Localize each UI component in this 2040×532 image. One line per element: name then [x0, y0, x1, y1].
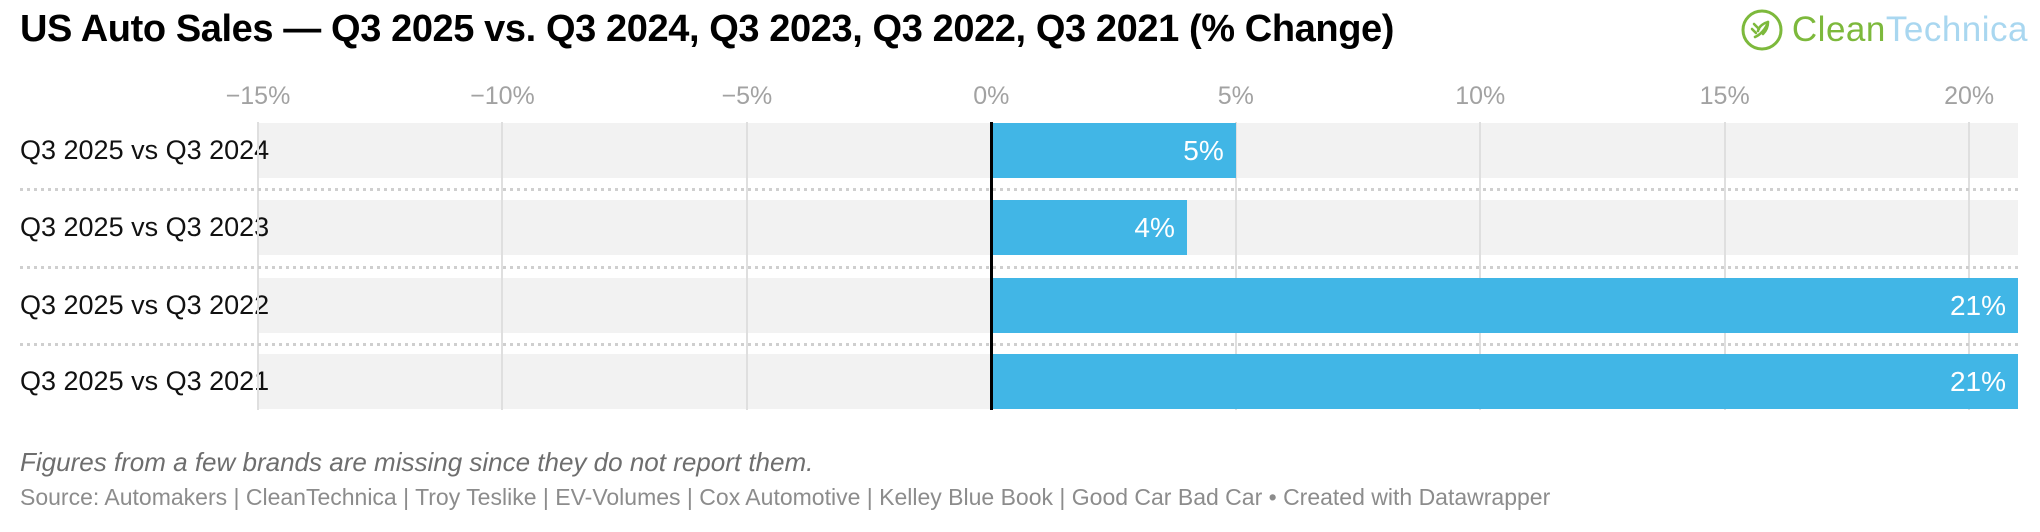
- bar-value-label: 21%: [1949, 289, 2006, 321]
- bar-value-label: 5%: [1183, 134, 1224, 166]
- chart-title: US Auto Sales — Q3 2025 vs. Q3 2024, Q3 …: [20, 8, 1394, 50]
- x-axis-tick-label: 0%: [973, 82, 1010, 110]
- row-label: Q3 2025 vs Q3 2022: [20, 290, 270, 320]
- cleantechnica-leaf-circle-icon: [1740, 8, 1784, 52]
- bar[interactable]: [991, 200, 1187, 255]
- x-axis-tick-label: 5%: [1217, 82, 1254, 110]
- x-axis-tick-label: −5%: [721, 82, 773, 110]
- row-separator: [20, 265, 2018, 269]
- bar[interactable]: [991, 354, 2018, 409]
- x-axis-tick-label: −10%: [470, 82, 535, 110]
- zero-baseline: [989, 122, 993, 410]
- x-axis-tick-label: −15%: [225, 82, 291, 110]
- bar[interactable]: [991, 123, 1236, 178]
- x-axis: −15% −10% −5% 0% 5% 10% 15% 20%: [0, 82, 2040, 114]
- x-axis-tick-label: 20%: [1944, 82, 1995, 110]
- row-separator: [20, 342, 2018, 346]
- row-label: Q3 2025 vs Q3 2023: [20, 212, 270, 242]
- plot-area: Q3 2025 vs Q3 2024 Q3 2025 vs Q3 2023 Q3 2…: [0, 122, 2040, 410]
- cleantechnica-logo: CleanTechnica: [1740, 8, 2028, 52]
- logo-text-clean: Clean: [1791, 10, 1886, 49]
- bar-value-label: 4%: [1134, 211, 1175, 243]
- bar[interactable]: [991, 278, 2018, 333]
- footnote: Figures from a few brands are missing si…: [20, 447, 814, 477]
- bar-value-label: 21%: [1949, 365, 2006, 397]
- logo-text-technica: Technica: [1885, 10, 2028, 49]
- row-label: Q3 2025 vs Q3 2021: [20, 366, 270, 396]
- x-axis-tick-label: 15%: [1699, 82, 1750, 110]
- x-axis-tick-label: 10%: [1455, 82, 1506, 110]
- row-label: Q3 2025 vs Q3 2024: [20, 135, 270, 165]
- source-line: Source: Automakers | CleanTechnica | Tro…: [20, 484, 1551, 510]
- row-separator: [20, 188, 2018, 191]
